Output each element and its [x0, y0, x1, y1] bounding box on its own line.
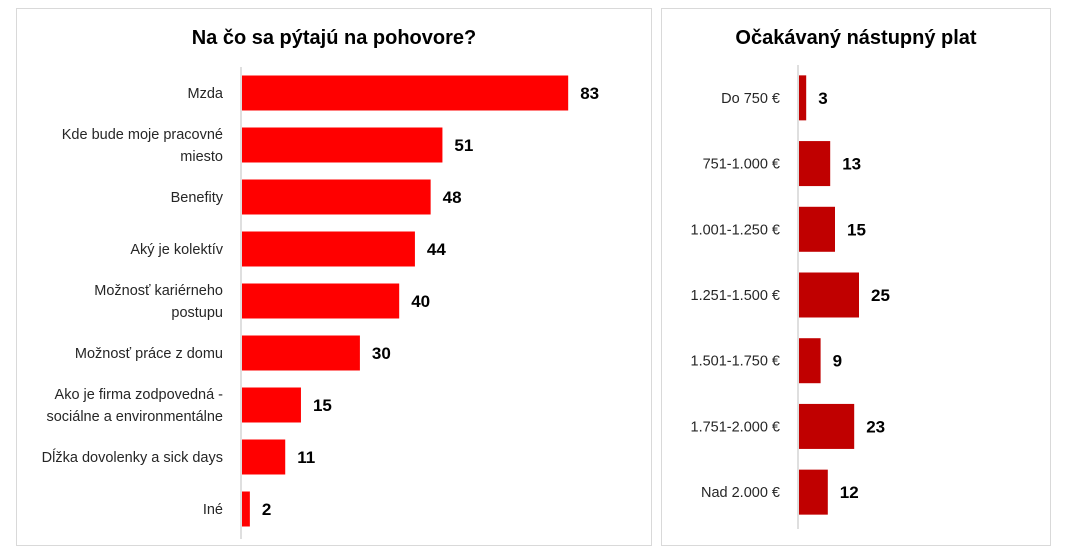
bar: [799, 206, 835, 252]
data-label: 51: [454, 136, 473, 155]
category-label: Možnosť práce z domu: [75, 346, 223, 362]
data-label: 12: [840, 483, 859, 502]
bar: [242, 127, 443, 163]
category-label: 1.751-2.000 €: [691, 419, 781, 435]
bar: [799, 272, 859, 318]
bar: [799, 403, 855, 449]
data-label: 40: [411, 292, 430, 311]
data-label: 83: [580, 84, 599, 103]
bar: [799, 75, 807, 121]
bar: [242, 283, 400, 319]
bar: [242, 179, 431, 215]
bar: [242, 75, 569, 111]
category-label: 751-1.000 €: [703, 157, 780, 173]
bar: [799, 141, 831, 187]
bar: [799, 469, 828, 515]
category-label: Ako je firma zodpovedná -: [55, 387, 224, 403]
data-label: 23: [866, 417, 885, 436]
data-label: 2: [262, 500, 271, 519]
chart-title: Na čo sa pýtajú na pohovore?: [191, 27, 477, 49]
category-label: postupu: [171, 305, 223, 321]
interview-questions-plot: 83 Mzda 51 Kde bude moje pracovné miesto 48 Be…: [42, 67, 599, 539]
data-label: 9: [833, 352, 842, 371]
bar: [242, 335, 360, 371]
category-label: Dĺžka dovolenky a sick days: [42, 448, 223, 466]
data-label: 25: [871, 286, 890, 305]
category-label: 1.501-1.750 €: [691, 354, 781, 370]
bar: [242, 491, 250, 527]
interview-questions-chart: Na čo sa pýtajú na pohovore? 83 Mzda 51 Kde…: [16, 8, 652, 546]
data-label: 15: [313, 396, 332, 415]
bar: [242, 387, 301, 423]
category-label: Aký je kolektív: [130, 242, 223, 258]
expected-salary-chart: Očakávaný nástupný plat 3 Do 750 € 13 751-1…: [661, 8, 1051, 546]
category-label: Mzda: [188, 86, 224, 102]
data-label: 48: [443, 188, 462, 207]
data-label: 44: [427, 240, 446, 259]
data-label: 30: [372, 344, 391, 363]
data-label: 13: [842, 155, 861, 174]
category-label: 1.001-1.250 €: [691, 222, 781, 238]
category-label: Nad 2.000 €: [701, 485, 780, 501]
bar: [242, 439, 286, 475]
data-label: 15: [847, 220, 866, 239]
expected-salary-plot: 3 Do 750 € 13 751-1.000 € 15 1.001-1.250 € 25 1…: [691, 65, 890, 529]
category-label: 1.251-1.500 €: [691, 288, 781, 304]
category-label: Iné: [203, 502, 223, 518]
chart-title: Očakávaný nástupný plat: [735, 27, 977, 49]
category-label: Benefity: [171, 190, 224, 206]
category-label: Kde bude moje pracovné: [62, 127, 223, 143]
category-label: Možnosť kariérneho: [94, 283, 223, 299]
data-label: 11: [297, 448, 315, 467]
category-label: miesto: [180, 149, 223, 165]
category-label: sociálne a environmentálne: [46, 409, 223, 425]
bar: [799, 338, 821, 384]
data-label: 3: [818, 89, 827, 108]
bar: [242, 231, 415, 267]
category-label: Do 750 €: [721, 91, 780, 107]
